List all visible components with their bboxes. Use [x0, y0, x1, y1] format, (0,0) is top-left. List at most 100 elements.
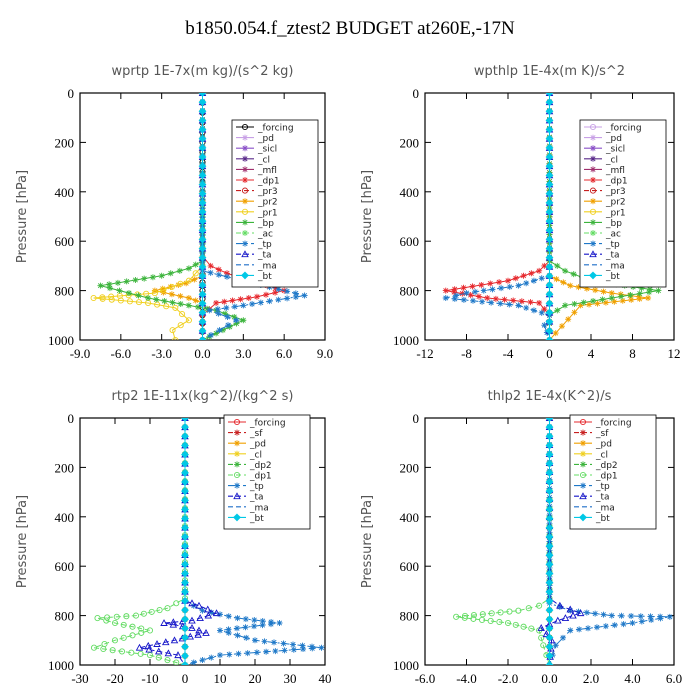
series-marker: [160, 619, 168, 626]
legend-marker: [241, 123, 249, 131]
series-marker: [488, 299, 495, 306]
legend-item: _ma: [574, 503, 615, 513]
legend-marker: [580, 440, 586, 447]
series-marker: [545, 587, 554, 596]
legend-item: _tp: [584, 240, 620, 250]
series-marker: [299, 642, 306, 649]
legend-item: _ma: [228, 503, 269, 513]
series-marker: [181, 505, 189, 514]
series-line: [139, 418, 218, 665]
series-marker: [301, 292, 308, 299]
legend-label: _sicl: [605, 145, 625, 155]
legend-label: _ma: [595, 503, 615, 513]
series-marker: [251, 617, 258, 624]
series-marker: [181, 496, 189, 505]
series-marker: [541, 262, 548, 269]
series-marker: [545, 281, 554, 290]
legend-label: _forcing: [595, 419, 632, 429]
legend-item: _dp1: [574, 472, 618, 482]
legend-item: _cl: [574, 450, 608, 460]
series-marker: [225, 613, 232, 620]
series-marker: [545, 560, 554, 569]
series-marker: [198, 308, 207, 317]
y-axis-label: Pressure [hPa]: [15, 495, 30, 588]
legend-item: _pd: [236, 134, 274, 144]
series-marker: [198, 171, 207, 180]
series-marker: [114, 279, 121, 286]
series-marker: [496, 279, 503, 286]
series-marker: [577, 302, 584, 309]
series-marker: [198, 235, 207, 244]
series-marker: [520, 272, 527, 279]
series_dp1: [453, 418, 553, 665]
x-tick-label: -4: [503, 346, 514, 361]
series-marker: [559, 634, 566, 641]
series-marker: [135, 292, 142, 299]
legend-marker: [590, 240, 596, 247]
series-marker: [181, 661, 189, 665]
legend-item: _dp1: [584, 177, 628, 187]
series-marker: [608, 290, 615, 297]
legend-marker: [234, 461, 240, 468]
series-marker: [545, 98, 554, 107]
series-marker: [562, 267, 569, 274]
legend-marker: [590, 230, 596, 236]
legend-marker: [589, 123, 597, 131]
series-marker: [469, 297, 476, 304]
series-marker: [168, 283, 175, 290]
legend-label: _cl: [249, 450, 262, 460]
legend-label: _pr1: [257, 208, 278, 218]
series-marker: [129, 632, 136, 639]
series-marker: [207, 262, 214, 269]
legend-label: _dp2: [595, 461, 618, 471]
series-marker: [545, 134, 554, 143]
series-marker: [453, 613, 460, 620]
series-marker: [234, 632, 241, 639]
legend-marker: [242, 230, 248, 236]
legend-item: _mfl: [236, 166, 277, 176]
series-marker: [275, 296, 282, 303]
series-marker: [90, 644, 98, 651]
series-marker: [647, 286, 654, 293]
series-marker: [181, 478, 189, 486]
series-marker: [237, 296, 244, 303]
legend-label: _tp: [605, 240, 620, 250]
series-marker: [164, 657, 171, 664]
panel-title: rtp2 1E-11x(kg^2)/(kg^2 s): [112, 389, 294, 404]
series-marker: [530, 307, 537, 314]
legend-item: _bt: [228, 513, 264, 524]
series-marker: [225, 629, 232, 636]
legend-item: _tp: [236, 240, 272, 250]
series-marker: [207, 269, 214, 276]
series-line: [93, 418, 186, 665]
series-marker: [629, 620, 636, 627]
panel-title: thlp2 1E-4x(K^2)/s: [488, 389, 612, 404]
series-marker: [208, 609, 215, 616]
series-marker: [141, 275, 148, 282]
series-marker: [104, 614, 111, 621]
series-marker: [510, 297, 517, 304]
series-marker: [153, 296, 160, 303]
legend-item: _dp2: [574, 461, 618, 471]
series-marker: [251, 623, 257, 630]
series-marker: [216, 327, 223, 334]
series-marker: [545, 624, 554, 633]
series-marker: [213, 299, 220, 306]
series-marker: [545, 487, 554, 496]
x-tick-label: -20: [106, 671, 123, 686]
series-marker: [470, 615, 477, 622]
series-marker: [198, 107, 207, 116]
legend-item: _sf: [574, 429, 609, 439]
legend-item: _forcing: [236, 124, 294, 134]
series-marker: [576, 626, 583, 633]
series-marker: [240, 317, 247, 324]
legend-marker: [590, 166, 596, 173]
legend-label: _bp: [605, 219, 622, 229]
series-line: [184, 418, 322, 665]
series-marker: [198, 153, 207, 161]
legend-item: _pr1: [236, 208, 278, 218]
series-marker: [276, 620, 283, 627]
series-marker: [497, 300, 504, 307]
x-tick-label: -9.0: [70, 346, 91, 361]
series-marker: [172, 336, 179, 340]
